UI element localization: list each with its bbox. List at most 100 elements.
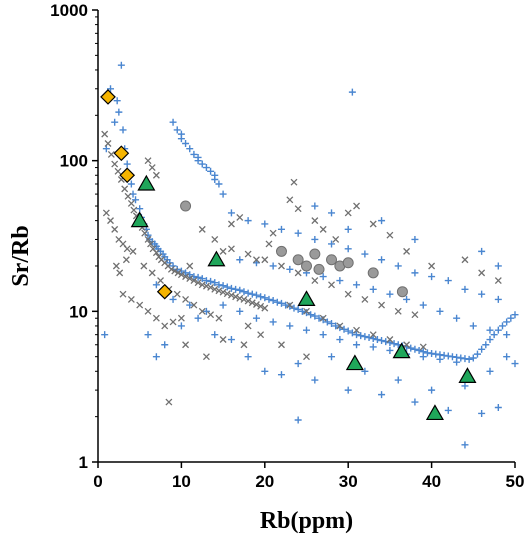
data-point-plus <box>494 262 502 270</box>
data-point-plus <box>227 284 235 292</box>
data-point-cross <box>227 245 235 253</box>
data-point-cross <box>136 301 144 309</box>
data-point-plus <box>244 353 252 361</box>
data-point-plus <box>298 307 306 315</box>
data-point-plus <box>303 326 310 334</box>
data-point-cross <box>114 167 122 175</box>
data-point-plus <box>307 311 315 319</box>
data-point-cross <box>303 353 310 361</box>
data-point-circle <box>292 254 304 266</box>
data-point-cross <box>186 275 194 283</box>
data-point-cross <box>148 269 156 277</box>
data-point-plus <box>223 283 231 291</box>
data-point-cross <box>361 295 369 303</box>
data-point-plus <box>207 167 215 175</box>
data-point-plus <box>286 322 294 330</box>
data-point-plus <box>407 344 415 352</box>
data-point-cross <box>174 269 182 277</box>
data-point-cross <box>123 245 131 253</box>
data-point-plus <box>211 279 219 287</box>
series-circle <box>180 200 408 298</box>
data-point-circle <box>367 267 379 279</box>
y-axis-title: Sr/Rb <box>8 225 34 286</box>
x-axis-title: Rb(ppm) <box>260 508 353 534</box>
data-point-cross <box>378 301 386 309</box>
data-point-plus <box>152 353 160 361</box>
data-point-plus <box>240 288 248 296</box>
series-x <box>101 130 502 406</box>
data-point-plus <box>190 150 198 158</box>
data-point-plus <box>361 333 369 341</box>
data-point-cross <box>257 331 265 339</box>
data-point-plus <box>369 343 377 351</box>
data-point-plus <box>490 331 498 339</box>
data-point-plus <box>311 376 319 384</box>
data-point-plus <box>294 416 302 424</box>
data-point-plus <box>117 61 125 69</box>
data-point-plus <box>478 345 486 353</box>
data-point-cross <box>227 220 235 228</box>
data-point-plus <box>482 341 490 349</box>
data-point-cross <box>344 209 352 217</box>
data-point-plus <box>411 345 419 353</box>
data-point-cross <box>240 295 248 303</box>
data-point-plus <box>269 262 277 270</box>
data-point-cross <box>311 217 319 225</box>
data-point-plus <box>211 171 219 179</box>
data-point-plus <box>161 341 169 349</box>
data-point-plus <box>277 225 285 233</box>
data-point-cross <box>319 225 327 233</box>
data-point-plus <box>311 202 319 210</box>
data-point-plus <box>144 331 152 339</box>
data-point-plus <box>415 346 423 354</box>
data-point-plus <box>494 295 502 303</box>
x-tick-label: 30 <box>339 472 358 491</box>
data-point-cross <box>269 229 277 237</box>
data-point-diamond <box>119 167 136 184</box>
data-point-plus <box>123 160 131 168</box>
x-tick-label: 50 <box>506 472 525 491</box>
data-point-cross <box>165 398 173 406</box>
data-point-plus <box>394 262 402 270</box>
data-point-cross <box>116 269 124 277</box>
data-point-plus <box>211 331 219 339</box>
data-point-plus <box>428 386 436 394</box>
data-point-plus <box>194 314 202 322</box>
data-point-plus <box>453 358 461 366</box>
data-point-cross <box>286 301 294 309</box>
data-point-cross <box>202 282 210 290</box>
data-point-plus <box>503 331 511 339</box>
data-point-cross <box>294 205 302 213</box>
data-point-cross <box>303 307 310 315</box>
data-point-cross <box>294 269 302 277</box>
data-point-plus <box>378 391 386 399</box>
data-point-plus <box>386 290 394 298</box>
data-point-triangle <box>137 174 156 191</box>
data-point-plus <box>328 209 336 217</box>
data-point-triangle <box>297 290 316 307</box>
data-point-plus <box>315 314 323 322</box>
data-point-cross <box>215 287 223 295</box>
data-point-cross <box>104 140 112 147</box>
data-point-circle <box>313 263 325 275</box>
data-point-plus <box>486 336 494 344</box>
data-point-cross <box>147 240 155 248</box>
data-point-plus <box>207 277 215 285</box>
data-point-plus <box>294 305 302 313</box>
data-point-plus <box>194 273 202 281</box>
data-point-plus <box>290 304 298 312</box>
data-point-plus <box>328 353 336 361</box>
data-point-plus <box>215 180 223 188</box>
data-point-plus <box>511 360 519 368</box>
data-point-plus <box>227 336 235 344</box>
data-point-plus <box>444 277 452 285</box>
data-point-cross <box>232 293 240 301</box>
data-point-cross <box>278 262 285 270</box>
data-point-cross <box>428 262 436 270</box>
data-point-plus <box>336 336 344 344</box>
data-point-plus <box>473 350 481 358</box>
data-point-plus <box>461 382 469 390</box>
data-point-cross <box>219 288 227 296</box>
